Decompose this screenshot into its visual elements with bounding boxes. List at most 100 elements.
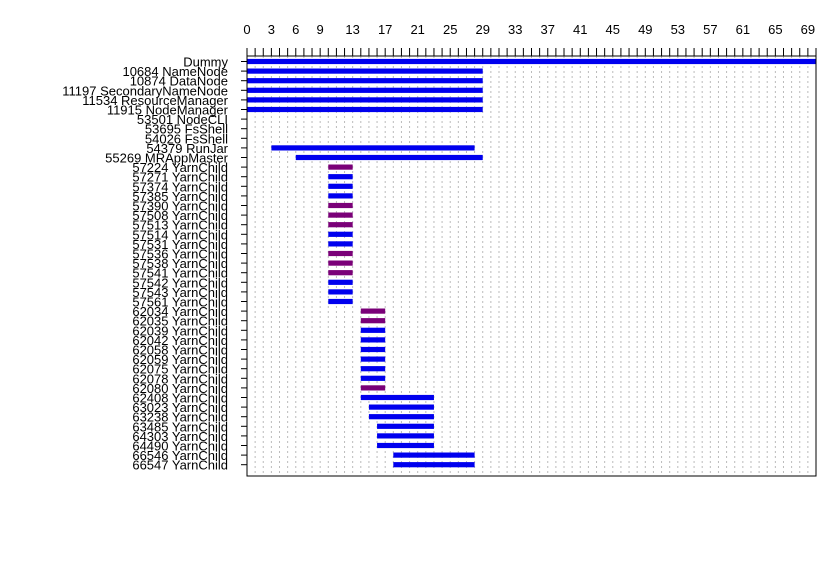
y-tick-label: 62042 YarnChild	[132, 333, 228, 348]
gantt-bar	[328, 174, 353, 180]
y-tick-label: 57390 YarnChild	[132, 199, 228, 214]
gantt-bar	[247, 68, 483, 74]
x-tick-label: 3	[268, 22, 275, 37]
gantt-bar	[328, 212, 353, 218]
x-tick-label: 61	[736, 22, 750, 37]
y-tick-label: 63023 YarnChild	[132, 400, 228, 415]
x-tick-label: 9	[317, 22, 324, 37]
gantt-bar	[360, 308, 386, 314]
y-tick-label: 64490 YarnChild	[132, 439, 228, 454]
gantt-bar	[328, 289, 353, 295]
x-tick-label: 21	[410, 22, 424, 37]
y-tick-label: 57385 YarnChild	[132, 189, 228, 204]
gantt-bar	[328, 298, 353, 305]
gantt-bar	[328, 260, 353, 266]
y-tick-label: 57531 YarnChild	[132, 237, 228, 252]
gantt-bar	[393, 452, 475, 458]
y-tick-label: 62059 YarnChild	[132, 352, 228, 367]
y-tick-label: 62075 YarnChild	[132, 362, 228, 377]
gantt-bar	[360, 375, 386, 381]
y-tick-label: 10874 DataNode	[130, 74, 228, 89]
y-tick-label: 62039 YarnChild	[132, 323, 228, 338]
y-tick-label: 62078 YarnChild	[132, 371, 228, 386]
gantt-bar	[360, 366, 386, 372]
bars	[247, 58, 816, 468]
gantt-bar	[328, 270, 353, 276]
gantt-bar	[360, 346, 386, 353]
y-tick-label: 53501 NodeCLI	[137, 112, 228, 127]
x-tick-label: 57	[703, 22, 717, 37]
gantt-bar	[360, 318, 386, 324]
gantt-bar	[328, 241, 353, 247]
x-tick-label: 53	[671, 22, 685, 37]
gantt-bar	[247, 106, 483, 113]
y-tick-label: 11197 SecondaryNameNode	[62, 83, 228, 98]
x-tick-label: 6	[292, 22, 299, 37]
y-tick-label: 63238 YarnChild	[132, 410, 228, 425]
gantt-bar	[368, 414, 434, 420]
x-tick-label: 69	[801, 22, 815, 37]
y-tick-label: 57536 YarnChild	[132, 247, 228, 262]
y-tick-label: 53695 FsShell	[145, 122, 228, 137]
x-tick-label: 41	[573, 22, 587, 37]
x-tick-label: 17	[378, 22, 392, 37]
y-tick-label: 66546 YarnChild	[132, 448, 228, 463]
gantt-bar	[377, 442, 434, 449]
y-tick-label: 62035 YarnChild	[132, 314, 228, 329]
y-tick-label: 54379 RunJar	[146, 141, 228, 156]
gantt-bar	[328, 164, 353, 170]
gantt-bar	[295, 154, 483, 161]
gantt-bar	[360, 327, 386, 333]
x-tick-label: 49	[638, 22, 652, 37]
gantt-bar	[377, 423, 434, 429]
gantt-bar	[247, 58, 816, 65]
y-tick-label: 57514 YarnChild	[132, 227, 228, 242]
gantt-bar	[328, 183, 353, 189]
y-tick-label: 66547 YarnChild	[132, 458, 228, 473]
x-tick-label: 33	[508, 22, 522, 37]
y-tick-label: 57508 YarnChild	[132, 208, 228, 223]
x-tick-label: 0	[243, 22, 250, 37]
gantt-bar	[247, 78, 483, 84]
gantt-bar	[360, 385, 386, 391]
y-tick-label: 62034 YarnChild	[132, 304, 228, 319]
y-tick-label: 62080 YarnChild	[132, 381, 228, 396]
y-tick-label: 10684 NameNode	[122, 64, 228, 79]
x-tick-label: 13	[345, 22, 359, 37]
gantt-bar	[360, 356, 386, 362]
y-tick-label: 11915 NodeManager	[107, 103, 229, 118]
y-tick-label: 57271 YarnChild	[132, 170, 228, 185]
y-tick-label: 57224 YarnChild	[132, 160, 228, 175]
y-tick-label: 57541 YarnChild	[132, 266, 228, 281]
gantt-bar	[328, 222, 353, 228]
gantt-bar	[328, 202, 353, 209]
x-tick-label: 29	[475, 22, 489, 37]
x-tick-label: 65	[768, 22, 782, 37]
gantt-bar	[368, 404, 434, 410]
x-axis-top: 0 3 6 9 13 17 21 25 29 33 37 41 45 49 53 57 61 65 69	[243, 22, 817, 57]
y-tick-label: 57543 YarnChild	[132, 285, 228, 300]
gantt-bar	[328, 250, 353, 257]
gantt-bar	[328, 193, 353, 199]
gantt-bar	[360, 337, 386, 343]
y-tick-label: Dummy	[183, 55, 228, 70]
y-tick-label: 57561 YarnChild	[132, 295, 228, 310]
y-tick-label: 11534 ResourceManager	[82, 93, 228, 108]
y-tick-label: 62058 YarnChild	[132, 343, 228, 358]
x-tick-label: 25	[443, 22, 457, 37]
gantt-bar	[247, 97, 483, 103]
y-tick-label: 63485 YarnChild	[132, 419, 228, 434]
gantt-bar	[247, 87, 483, 93]
grid-lines	[246, 56, 817, 476]
y-tick-label: 64303 YarnChild	[132, 429, 228, 444]
y-tick-label: 54026 FsShell	[145, 131, 228, 146]
y-tick-label: 57538 YarnChild	[132, 256, 228, 271]
y-tick-label: 57542 YarnChild	[132, 275, 228, 290]
y-tick-label: 57374 YarnChild	[132, 179, 228, 194]
gantt-bar	[271, 145, 475, 151]
gantt-bar	[377, 433, 434, 439]
y-tick-label: 62408 YarnChild	[132, 391, 228, 406]
x-tick-label: 45	[606, 22, 620, 37]
gantt-bar	[393, 462, 475, 468]
